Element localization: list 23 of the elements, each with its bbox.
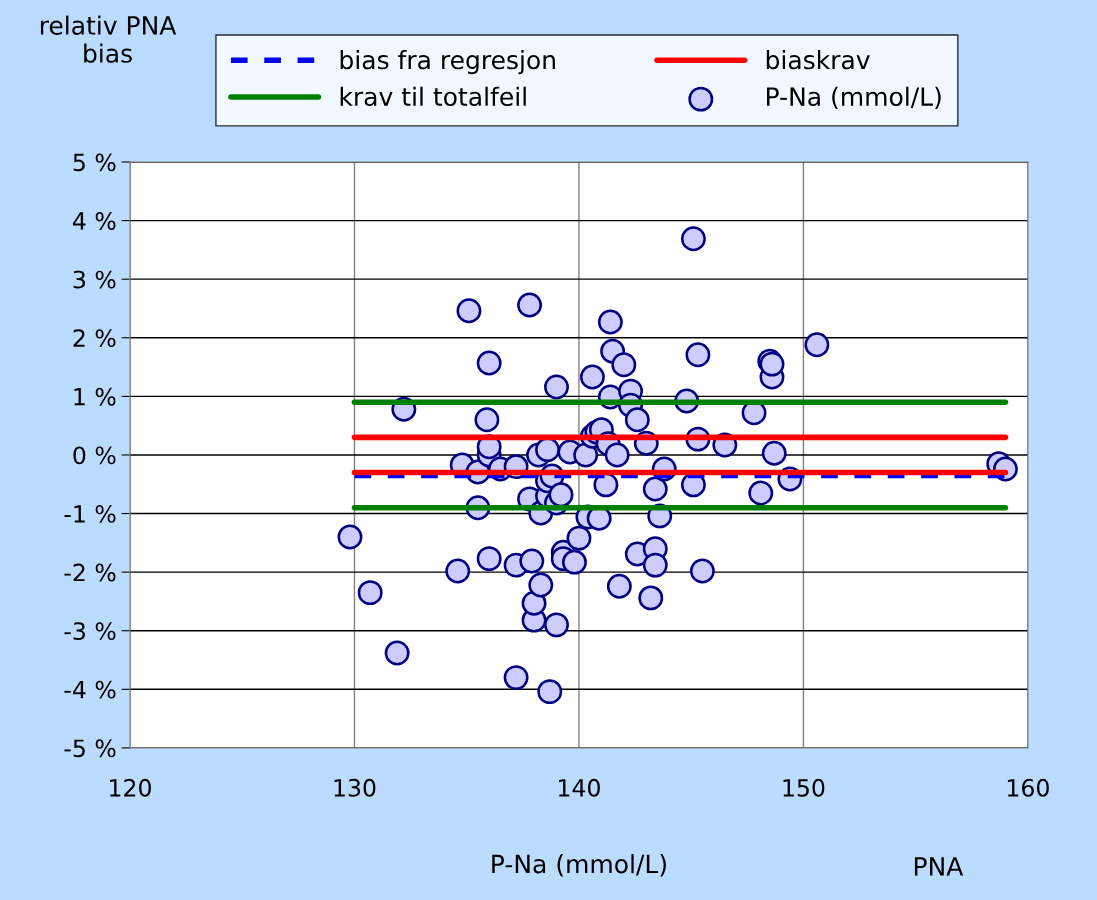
x-tick-label: 120 — [110, 778, 151, 797]
legend-label: bias fra regresjon — [340, 50, 555, 75]
x-tick-label: 140 — [559, 778, 600, 797]
y-tick-label: 0 % — [73, 446, 116, 465]
y-tick-label: -3 % — [64, 622, 116, 641]
y-tick-label: 2 % — [73, 329, 116, 348]
legend-label: krav til totalfeil — [340, 86, 526, 107]
x-tick-label: 150 — [783, 778, 825, 797]
x-axis-title: P-Na (mmol/L) — [492, 854, 666, 877]
x-tick-label: 130 — [334, 778, 376, 797]
y-tick-label: 5 % — [73, 153, 116, 172]
legend-label: P-Na (mmol/L) — [767, 86, 941, 109]
legend-label: biaskrav — [766, 50, 870, 70]
x-tick-label: 160 — [1007, 778, 1049, 797]
y-tick-label: -5 % — [64, 739, 116, 758]
y-tick-label: 3 % — [73, 270, 116, 289]
y-tick-label: -2 % — [64, 563, 116, 582]
y-axis-title: relativ PNA bias — [40, 15, 177, 63]
y-tick-label: 1 % — [74, 387, 116, 406]
y-tick-label: -4 % — [64, 680, 116, 699]
text: PNA — [914, 857, 964, 876]
y-tick-label: 4 % — [72, 212, 116, 230]
y-tick-label: -1 % — [64, 504, 116, 523]
